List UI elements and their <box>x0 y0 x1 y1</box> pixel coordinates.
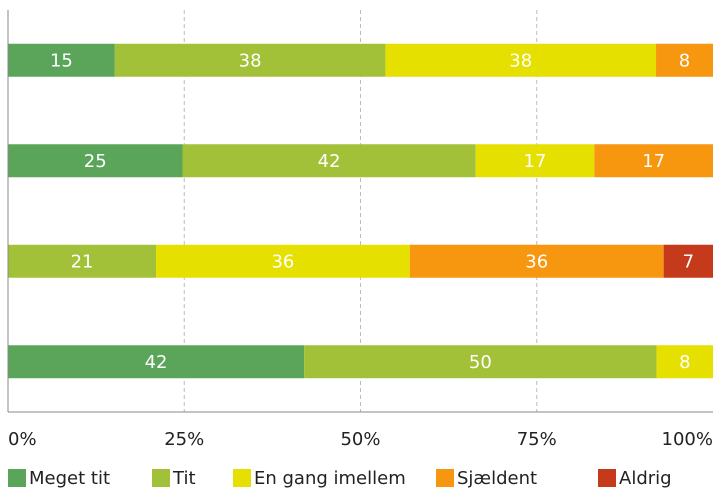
legend-swatch <box>598 469 616 487</box>
legend-label: Tit <box>172 468 196 489</box>
bar-segment <box>8 43 115 77</box>
value-label: 21 <box>71 251 94 272</box>
bar-segment <box>114 43 386 77</box>
value-label: 7 <box>683 251 694 272</box>
legend-swatch <box>436 469 454 487</box>
value-label: 42 <box>318 151 341 172</box>
legend-label: Sjældent <box>457 468 537 489</box>
legend-swatch <box>8 469 26 487</box>
value-label: 8 <box>679 50 690 71</box>
value-label: 36 <box>525 251 548 272</box>
value-label: 50 <box>469 352 492 373</box>
bar-segment <box>663 244 713 278</box>
value-label: 8 <box>679 352 690 373</box>
x-tick-label: 25% <box>164 429 204 450</box>
value-label: 15 <box>50 50 73 71</box>
value-label: 38 <box>239 50 262 71</box>
x-tick-label: 75% <box>517 429 557 450</box>
value-label: 38 <box>509 50 532 71</box>
bar-segment <box>304 345 657 379</box>
value-label: 42 <box>145 352 168 373</box>
value-label: 17 <box>524 151 547 172</box>
bar-segment <box>8 345 305 379</box>
bar-segment <box>156 244 410 278</box>
bar-segment <box>656 345 713 379</box>
bar-segment <box>409 244 664 278</box>
legend-label: Aldrig <box>619 468 672 489</box>
value-label: 36 <box>271 251 294 272</box>
x-tick-label: 50% <box>340 429 380 450</box>
bar-segment <box>656 43 713 77</box>
bar-segment <box>8 244 157 278</box>
value-label: 25 <box>84 151 107 172</box>
legend-swatch <box>152 469 170 487</box>
x-tick-label: 100% <box>662 429 713 450</box>
value-label: 17 <box>642 151 665 172</box>
legend-label: Meget tit <box>29 468 110 489</box>
bar-segment <box>594 144 713 178</box>
legend-swatch <box>233 469 251 487</box>
legend-label: En gang imellem <box>254 468 406 489</box>
bar-segment <box>8 144 183 178</box>
x-tick-label: 0% <box>8 429 37 450</box>
bar-segment <box>385 43 657 77</box>
bar-segment <box>475 144 595 178</box>
bar-segment <box>182 144 476 178</box>
